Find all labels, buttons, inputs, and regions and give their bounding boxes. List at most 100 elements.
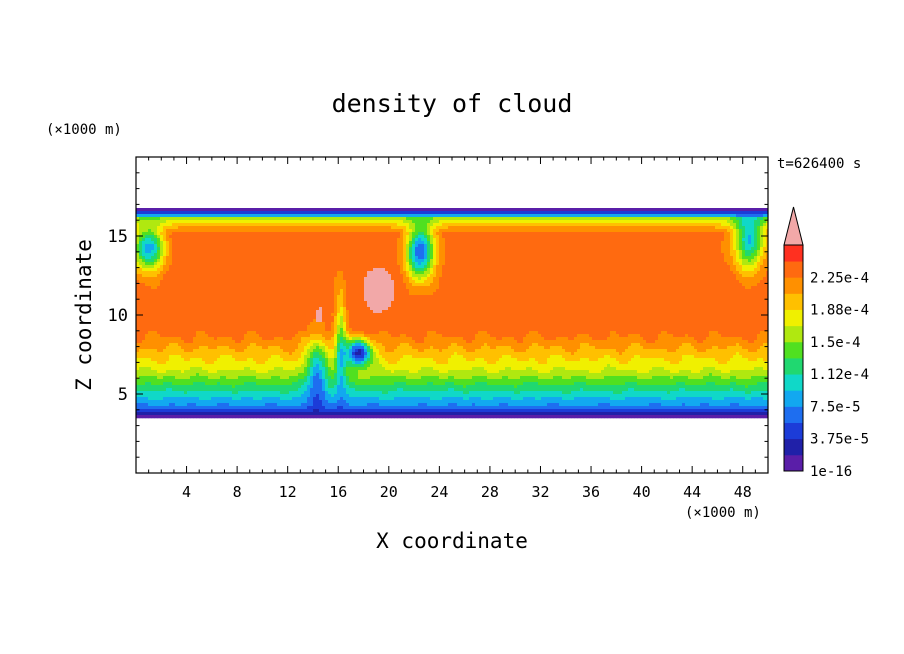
density-cell [604,229,608,233]
density-cell [334,229,338,233]
density-cell [418,253,422,257]
density-cell [709,256,713,260]
density-cell [226,274,230,278]
density-cell [352,244,356,248]
density-cell [268,244,272,248]
density-cell [646,274,650,278]
density-cell [739,235,743,239]
density-cell [760,214,764,218]
density-cell [526,214,530,218]
density-cell [220,229,224,233]
density-cell [496,259,500,263]
density-cell [316,268,320,272]
density-cell [181,277,185,281]
density-cell [643,211,647,215]
density-cell [430,232,434,236]
density-cell [637,235,641,239]
density-cell [748,247,752,251]
density-cell [511,274,515,278]
density-cell [721,238,725,242]
density-cell [568,250,572,254]
density-cell [247,268,251,272]
density-cell [346,226,350,230]
density-cell [661,262,665,266]
density-cell [487,244,491,248]
density-cell [274,238,278,242]
density-cell [232,274,236,278]
density-cell [517,268,521,272]
density-cell [748,241,752,245]
density-cell [481,235,485,239]
density-cell [262,241,266,245]
density-cell [526,262,530,266]
density-cell [268,253,272,257]
density-cell [403,256,407,260]
density-cell [481,223,485,227]
density-cell [511,265,515,269]
density-cell [247,211,251,215]
density-cell [688,208,692,212]
density-cell [616,271,620,275]
density-cell [340,217,344,221]
density-cell [241,268,245,272]
density-cell [205,235,209,239]
density-cell [607,268,611,272]
density-cell [700,265,704,269]
density-cell [238,256,242,260]
density-cell [493,226,497,230]
density-cell [145,208,149,212]
density-cell [484,268,488,272]
density-cell [721,241,725,245]
density-cell [163,226,167,230]
density-cell [199,238,203,242]
density-cell [760,256,764,260]
density-cell [295,274,299,278]
density-cell [160,232,164,236]
density-cell [151,241,155,245]
density-cell [325,232,329,236]
density-cell [424,217,428,221]
density-cell [184,208,188,212]
density-cell [634,229,638,233]
density-cell [226,211,230,215]
density-cell [751,229,755,233]
density-cell [586,256,590,260]
density-cell [172,253,176,257]
density-cell [223,256,227,260]
density-cell [565,262,569,266]
density-cell [427,265,431,269]
density-cell [139,244,143,248]
density-cell [667,265,671,269]
density-cell [697,247,701,251]
density-cell [274,208,278,212]
density-cell [274,256,278,260]
density-cell [646,217,650,221]
density-cell [172,217,176,221]
density-cell [364,211,368,215]
density-cell [151,226,155,230]
density-cell [430,268,434,272]
density-cell [691,217,695,221]
density-cell [466,274,470,278]
density-cell [610,247,614,251]
density-cell [280,217,284,221]
density-cell [754,235,758,239]
density-cell [751,235,755,239]
density-cell [397,220,401,224]
density-cell [160,253,164,257]
density-cell [304,265,308,269]
density-cell [277,247,281,251]
density-cell [562,271,566,275]
density-cell [160,259,164,263]
density-cell [442,244,446,248]
density-cell [433,217,437,221]
density-cell [703,253,707,257]
density-cell [463,211,467,215]
density-cell [568,223,572,227]
density-cell [193,268,197,272]
density-cell [385,235,389,239]
density-cell [586,262,590,266]
density-cell [616,232,620,236]
density-cell [433,232,437,236]
density-cell [637,226,641,230]
